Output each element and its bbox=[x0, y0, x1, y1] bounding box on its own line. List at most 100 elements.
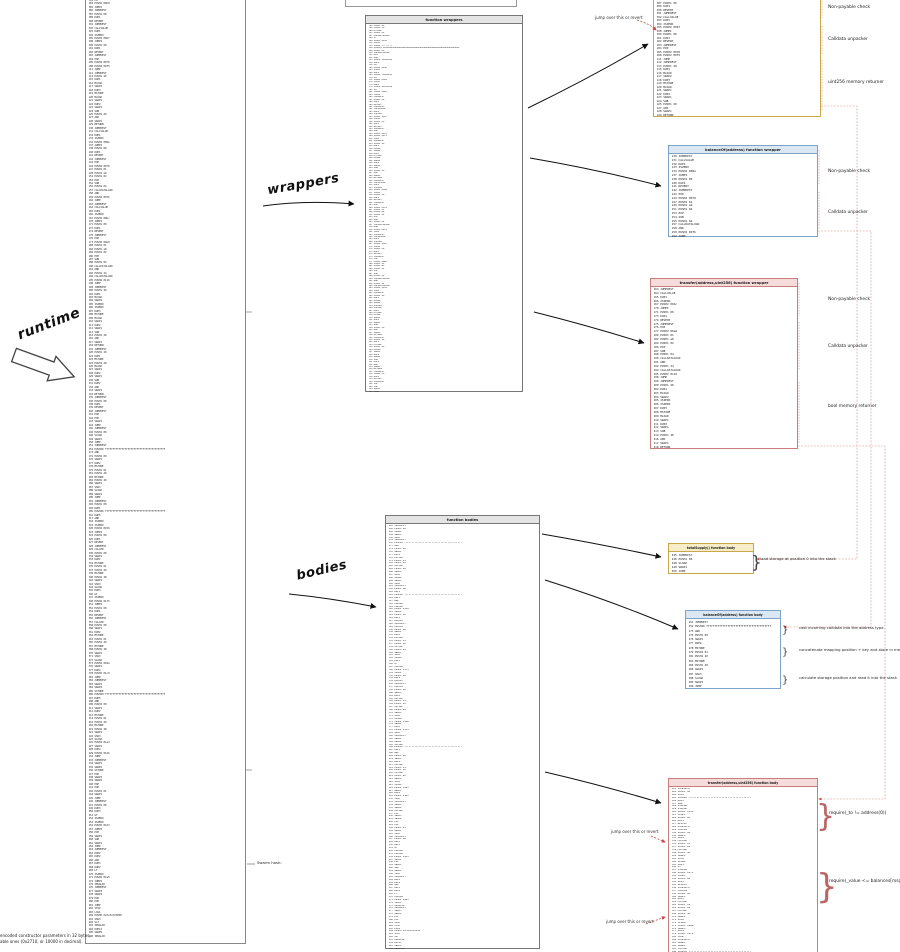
brace-balanceof-body-3: } bbox=[782, 675, 788, 686]
code-line: 377 DUP4 bbox=[671, 930, 685, 933]
code-line: 365 PUSH1 20 bbox=[671, 907, 691, 910]
code-line: 284 PUSH1 40 bbox=[388, 568, 406, 571]
code-line: 184 PUSH1 02 bbox=[368, 267, 385, 270]
code-line: 202 DUP1 bbox=[653, 387, 667, 391]
code-line: 239 REVERT bbox=[88, 406, 104, 410]
code-line: 344 SLOAD bbox=[671, 860, 686, 863]
code-line: 329 CALLER bbox=[671, 828, 688, 831]
code-line: 360 SWAP1 bbox=[388, 691, 402, 694]
code-line: 216 ADD bbox=[88, 337, 100, 341]
code-line: 112 JUMPDEST bbox=[88, 71, 107, 75]
code-line: 137 JUMPI bbox=[88, 144, 103, 148]
code-line: 170 JUMPI bbox=[653, 307, 669, 311]
code-line: 118 DUP3 bbox=[656, 78, 670, 82]
code-line: 129 RETURN bbox=[88, 123, 104, 127]
code-line: 316 DUP5 bbox=[88, 513, 101, 517]
balanceof-body-listing: 251 JUMPDEST 252 PUSH20 fffffffffffffffff… bbox=[686, 619, 780, 689]
code-line: 105 PUSH2 0070 bbox=[368, 132, 387, 135]
code-line: 344 SLOAD bbox=[88, 586, 103, 590]
code-line: 124 SUB bbox=[656, 99, 669, 103]
code-line: 085 JUMPI bbox=[88, 5, 103, 9]
code-line: 154 SUB bbox=[671, 215, 684, 219]
code-line: 363 PUSH1 01 bbox=[388, 700, 406, 703]
code-line: 378 PUSH2 01c9 bbox=[388, 729, 409, 732]
code-line: 143 POP bbox=[88, 161, 100, 165]
code-line: 459 SWAP1 bbox=[88, 834, 103, 838]
code-line: 091 JUMPDEST bbox=[656, 12, 677, 15]
code-line: 451 GT bbox=[88, 813, 98, 817]
code-line: 102 REVERT bbox=[656, 40, 674, 43]
jump-over-label-1: jump over this or revert bbox=[595, 15, 643, 20]
code-line: 245 JUMPDEST bbox=[388, 525, 406, 527]
code-line: 219 JUMPDEST bbox=[88, 347, 107, 351]
code-line: 187 SUB bbox=[368, 272, 378, 275]
code-line: 481 JUMP bbox=[88, 903, 101, 907]
code-line: 151 PUSH1 02 bbox=[88, 175, 107, 179]
code-line: 467 DUP3 bbox=[88, 862, 101, 866]
code-line: 342 SWAP1 bbox=[88, 579, 103, 583]
code-line: 492 SLT bbox=[388, 936, 399, 939]
code-line: 094 ISZERO bbox=[88, 33, 104, 37]
code-line: 243 SWAP1 bbox=[368, 388, 381, 391]
code-line: 482 STOP bbox=[388, 924, 401, 927]
code-line: 424 PUSH2 01a3 bbox=[88, 741, 110, 745]
code-line: 286 SWAP1 bbox=[688, 667, 704, 672]
code-line: 339 MSTORE bbox=[671, 849, 688, 852]
code-line: 295 PUSH20 fffffffffffffffffffffffffffff… bbox=[88, 510, 166, 514]
code-line: 144 PUSH2 0070 bbox=[671, 196, 696, 200]
code-line: 382 JUMPDEST bbox=[88, 679, 107, 683]
code-line: 326 DUP1 bbox=[88, 537, 101, 541]
code-line: 344 SLOAD bbox=[388, 657, 402, 660]
code-line: 231 DUP2 bbox=[368, 361, 380, 364]
code-line: 383 SWAP1 bbox=[388, 737, 402, 740]
code-line: 175 JUMPDEST bbox=[368, 255, 385, 258]
code-line: 242 POP bbox=[368, 385, 378, 388]
code-line: 081 EQ bbox=[368, 88, 377, 91]
code-line: 435 SWAP2 bbox=[88, 765, 103, 769]
code-line: 186 EXP bbox=[88, 254, 100, 258]
code-line: 347 ISZERO bbox=[388, 665, 403, 668]
code-line: 279 PUSH1 01 bbox=[88, 468, 107, 472]
code-line: 347 ISZERO bbox=[671, 869, 688, 872]
code-line: 187 SUB bbox=[653, 349, 666, 353]
code-line: 249 SWAP1 bbox=[88, 437, 103, 441]
code-line: 140 DUP1 bbox=[88, 150, 101, 154]
code-line: 373 PUSH2 018e bbox=[88, 662, 110, 665]
code-line: 063 JUMPI bbox=[368, 69, 381, 72]
code-line: 184 PUSH1 02 bbox=[653, 341, 674, 345]
code-line: 098 JUMPI bbox=[88, 40, 103, 44]
code-line: 200 PUSH1 40 bbox=[368, 294, 385, 297]
code-line: 320 PUSH2 0156 bbox=[671, 811, 694, 814]
code-line: 089 DUP1 bbox=[368, 101, 380, 104]
code-line: 112 JUMPDEST bbox=[368, 140, 385, 143]
code-line: 340 PUSH1 40 bbox=[388, 648, 406, 651]
code-line: 354 DUP1 bbox=[388, 677, 401, 680]
code-line: 365 PUSH1 20 bbox=[388, 703, 406, 706]
annotation-calldata-unpacker-tr: Calldata unpacker bbox=[828, 344, 868, 349]
code-line: 134 PUSH2 008e bbox=[368, 189, 387, 192]
brace-transfer-body-1: } bbox=[816, 799, 835, 834]
code-line: 117 SWAP2 bbox=[88, 85, 103, 89]
code-line: 012 JUMPI bbox=[368, 42, 381, 45]
code-line: 132 DUP1 bbox=[671, 162, 686, 166]
code-line: 158 AND bbox=[88, 192, 100, 196]
code-line: 202 DUP1 bbox=[368, 297, 380, 300]
code-line: 232 ADD bbox=[88, 385, 100, 389]
code-line: 162 JUMP bbox=[88, 199, 101, 203]
code-line: 332 SWAP1 bbox=[671, 834, 686, 837]
code-line: 378 PUSH2 01c9 bbox=[88, 672, 110, 676]
code-line: 386 PUSH20 fffffffffffffffffffffffffffff… bbox=[388, 746, 462, 749]
code-line: 407 DUP5 bbox=[388, 749, 401, 752]
code-line: 385 SSTORE bbox=[88, 689, 104, 693]
code-line: 291 JUMPDEST bbox=[388, 585, 406, 588]
code-line: 174 REVERT bbox=[88, 230, 104, 234]
code-line: 241 POP bbox=[368, 383, 378, 386]
code-line: 214 PUSH1 20 bbox=[88, 333, 107, 337]
code-line: 134 PUSH2 008e bbox=[88, 140, 110, 144]
code-line: 421 SWAP1 bbox=[88, 731, 103, 735]
code-line: 377 DUP4 bbox=[388, 726, 401, 729]
code-line: 365 PUSH1 20 bbox=[88, 641, 107, 645]
code-line: 105 PUSH2 0070 bbox=[88, 61, 110, 65]
code-line: 227 SWAP1 bbox=[368, 351, 381, 354]
code-line: 326 DUP1 bbox=[671, 819, 685, 822]
